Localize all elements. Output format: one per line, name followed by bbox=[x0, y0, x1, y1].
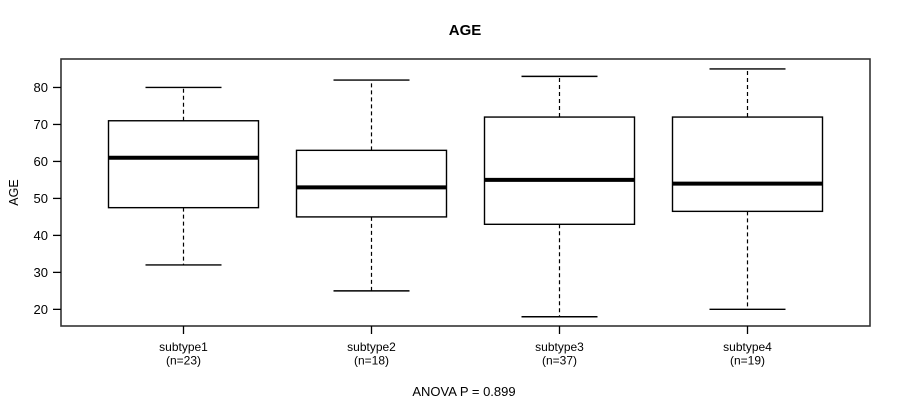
x-tick-label-subtype3: subtype3 bbox=[535, 340, 584, 354]
y-tick-label: 20 bbox=[34, 302, 48, 317]
y-tick-label: 30 bbox=[34, 265, 48, 280]
y-tick-label: 40 bbox=[34, 228, 48, 243]
x-tick-sublabel-subtype4: (n=19) bbox=[730, 354, 765, 368]
x-tick-sublabel-subtype2: (n=18) bbox=[354, 354, 389, 368]
x-tick-label-subtype2: subtype2 bbox=[347, 340, 396, 354]
y-tick-label: 70 bbox=[34, 117, 48, 132]
plot-area: 20304050607080subtype1(n=23)subtype2(n=1… bbox=[34, 58, 871, 368]
y-tick-label: 60 bbox=[34, 154, 48, 169]
x-tick-label-subtype4: subtype4 bbox=[723, 340, 772, 354]
box-subtype4 bbox=[671, 116, 824, 213]
x-tick-sublabel-subtype1: (n=23) bbox=[166, 354, 201, 368]
anova-annotation: ANOVA P = 0.899 bbox=[412, 384, 515, 399]
box-subtype2 bbox=[295, 149, 448, 218]
y-tick-label: 50 bbox=[34, 191, 48, 206]
y-axis-label: AGE bbox=[7, 179, 21, 205]
chart-title: AGE bbox=[449, 22, 482, 39]
box-subtype1 bbox=[107, 120, 260, 209]
x-tick-sublabel-subtype3: (n=37) bbox=[542, 354, 577, 368]
box-subtype3 bbox=[483, 116, 636, 226]
y-tick-label: 80 bbox=[34, 80, 48, 95]
plot-frame bbox=[60, 58, 871, 327]
x-tick-label-subtype1: subtype1 bbox=[159, 340, 208, 354]
